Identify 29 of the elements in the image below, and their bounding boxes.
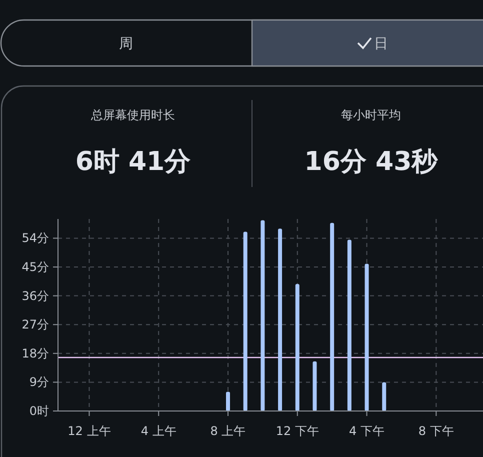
y-tick-label: 45分: [22, 260, 49, 274]
x-tick-label: 12 下午: [276, 424, 319, 438]
text: 每小时平均: [341, 108, 401, 122]
x-tick-label: 8 下午: [418, 424, 454, 438]
y-tick-label: 9分: [29, 375, 49, 390]
x-tick-label: 4 下午: [349, 424, 384, 438]
bar: [278, 228, 282, 411]
text: 总屏幕使用时长: [90, 108, 175, 122]
bar: [330, 222, 334, 411]
y-tick-label: 36分: [22, 288, 49, 303]
bar: [382, 382, 386, 411]
x-tick-label: 4 上午: [140, 424, 176, 438]
text: 日: [374, 36, 388, 52]
bar: [243, 232, 248, 411]
x-tick-label: 8 上午: [210, 424, 246, 438]
y-tick-label: 27分: [22, 318, 49, 332]
x-tick-label: 12 上午: [68, 424, 111, 438]
text: 周: [119, 36, 133, 52]
y-tick-label: 0时: [29, 404, 49, 418]
bar: [312, 361, 317, 411]
y-tick-label: 18分: [22, 346, 49, 360]
bar: [295, 284, 300, 411]
bar: [260, 220, 265, 411]
y-tick-label: 54分: [22, 231, 49, 246]
bar: [347, 240, 352, 411]
text: 16分 43秒: [304, 147, 439, 177]
text: 6时 41分: [75, 147, 192, 177]
bar: [226, 392, 230, 411]
bar: [364, 264, 369, 411]
